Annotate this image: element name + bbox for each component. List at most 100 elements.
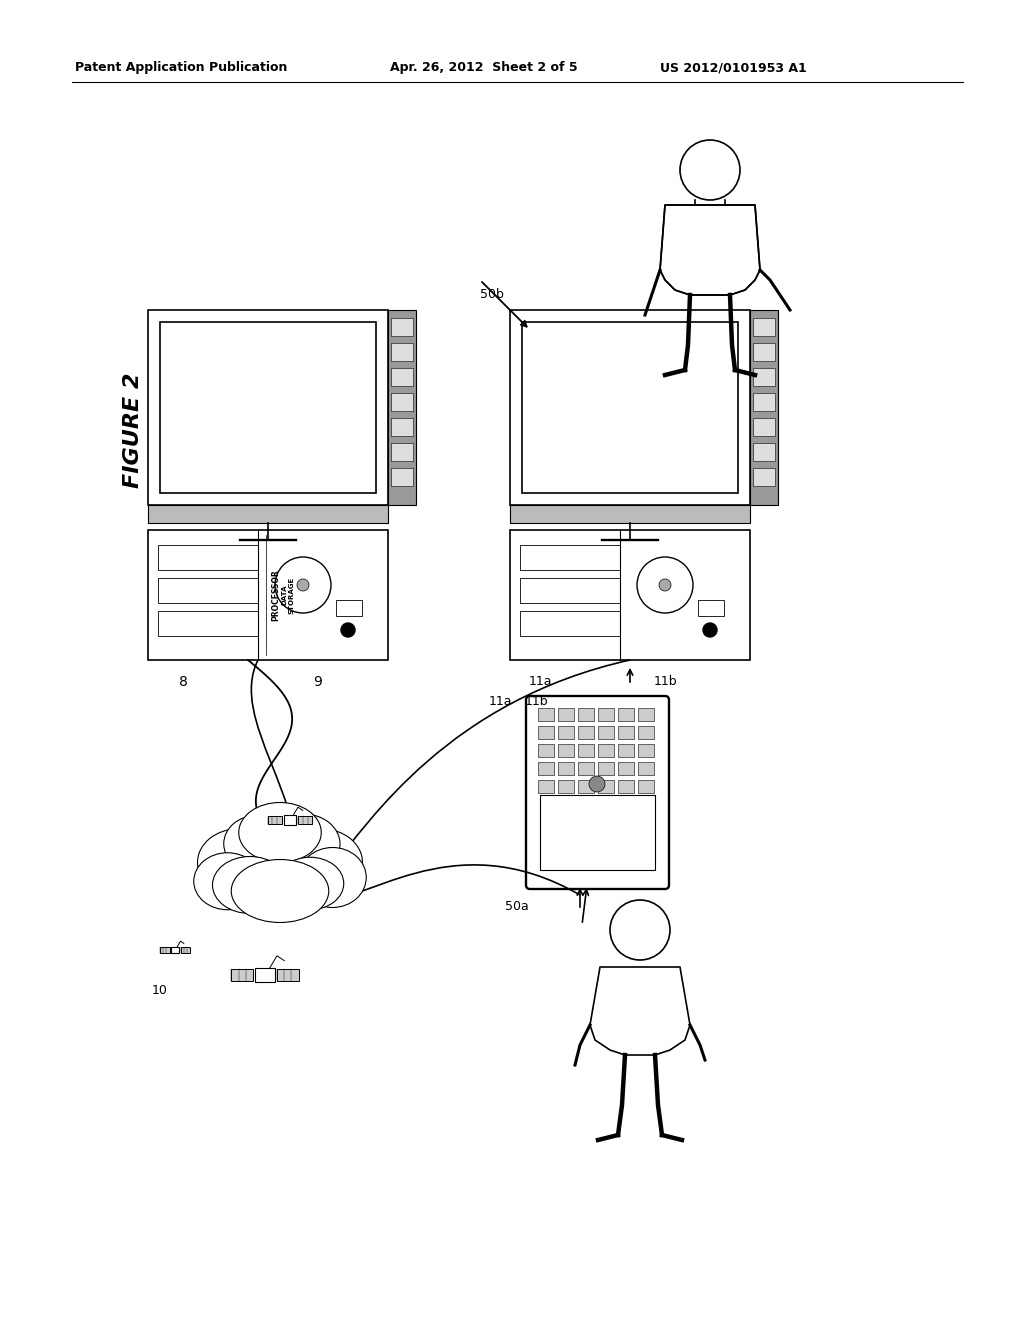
Bar (388, 310, 416, 506)
Bar (391, 393, 413, 411)
Text: FIGURE 2: FIGURE 2 (123, 372, 143, 488)
Bar (578, 780, 594, 793)
Bar (158, 611, 258, 636)
Circle shape (659, 579, 671, 591)
Ellipse shape (213, 857, 288, 913)
Ellipse shape (265, 813, 340, 874)
Bar (540, 795, 655, 870)
Bar (578, 744, 594, 756)
Text: 10: 10 (153, 983, 168, 997)
Ellipse shape (231, 859, 329, 923)
Bar (638, 780, 654, 793)
Bar (520, 578, 620, 603)
Bar (510, 531, 750, 660)
Bar (618, 726, 634, 739)
Bar (753, 343, 775, 360)
Bar (180, 948, 190, 953)
Bar (598, 708, 614, 721)
Bar (158, 578, 258, 603)
Bar (753, 444, 775, 461)
Bar (558, 726, 574, 739)
Text: 11b: 11b (653, 675, 677, 688)
Polygon shape (590, 968, 690, 1055)
Bar (538, 744, 554, 756)
Bar (538, 762, 554, 775)
Circle shape (341, 623, 355, 638)
Bar (391, 418, 413, 436)
Bar (160, 948, 170, 953)
Ellipse shape (280, 829, 362, 896)
Circle shape (297, 579, 309, 591)
Bar (231, 969, 253, 981)
Ellipse shape (239, 803, 322, 862)
Bar (148, 310, 388, 506)
Bar (391, 444, 413, 461)
Text: 8: 8 (178, 675, 187, 689)
Text: US 2012/0101953 A1: US 2012/0101953 A1 (660, 62, 807, 74)
Bar (520, 611, 620, 636)
Bar (638, 726, 654, 739)
Text: 11a: 11a (488, 696, 512, 708)
Bar (538, 780, 554, 793)
Bar (298, 816, 312, 824)
Bar (558, 780, 574, 793)
Bar (618, 708, 634, 721)
Bar (753, 318, 775, 337)
Bar (391, 343, 413, 360)
Bar (558, 762, 574, 775)
Bar (750, 310, 778, 506)
Bar (158, 545, 258, 570)
Ellipse shape (299, 847, 367, 908)
Bar (284, 816, 296, 825)
Bar (255, 968, 274, 982)
Bar (558, 708, 574, 721)
Bar (278, 969, 299, 981)
Bar (598, 762, 614, 775)
Bar (578, 762, 594, 775)
Bar (391, 368, 413, 385)
Bar (171, 946, 179, 953)
Bar (510, 506, 750, 523)
Bar (598, 780, 614, 793)
Ellipse shape (194, 853, 261, 909)
Bar (391, 469, 413, 486)
Bar (538, 726, 554, 739)
Bar (267, 816, 282, 824)
Text: 11b: 11b (525, 696, 549, 708)
Bar (753, 368, 775, 385)
Text: DATA
STORAGE: DATA STORAGE (282, 577, 295, 614)
Ellipse shape (227, 833, 333, 908)
Bar (598, 726, 614, 739)
FancyBboxPatch shape (526, 696, 669, 888)
Bar (638, 762, 654, 775)
Bar (753, 469, 775, 486)
Bar (522, 322, 738, 492)
Text: 11a: 11a (528, 675, 552, 688)
Bar (148, 531, 388, 660)
Circle shape (589, 776, 605, 792)
Bar (598, 744, 614, 756)
Bar (578, 708, 594, 721)
Bar (510, 310, 750, 506)
Bar (391, 318, 413, 337)
Bar (578, 726, 594, 739)
Bar (160, 322, 376, 492)
Bar (618, 762, 634, 775)
Bar (698, 601, 724, 616)
Bar (618, 744, 634, 756)
Text: Apr. 26, 2012  Sheet 2 of 5: Apr. 26, 2012 Sheet 2 of 5 (390, 62, 578, 74)
Bar (638, 744, 654, 756)
Circle shape (703, 623, 717, 638)
Bar (520, 545, 620, 570)
Text: 9: 9 (313, 675, 323, 689)
Ellipse shape (224, 816, 291, 873)
Bar (538, 708, 554, 721)
Polygon shape (660, 205, 760, 294)
Text: 50b: 50b (480, 289, 504, 301)
Ellipse shape (276, 857, 344, 909)
Bar (618, 780, 634, 793)
Ellipse shape (198, 829, 280, 896)
Bar (753, 418, 775, 436)
Bar (336, 601, 362, 616)
Text: 50a: 50a (505, 900, 528, 913)
